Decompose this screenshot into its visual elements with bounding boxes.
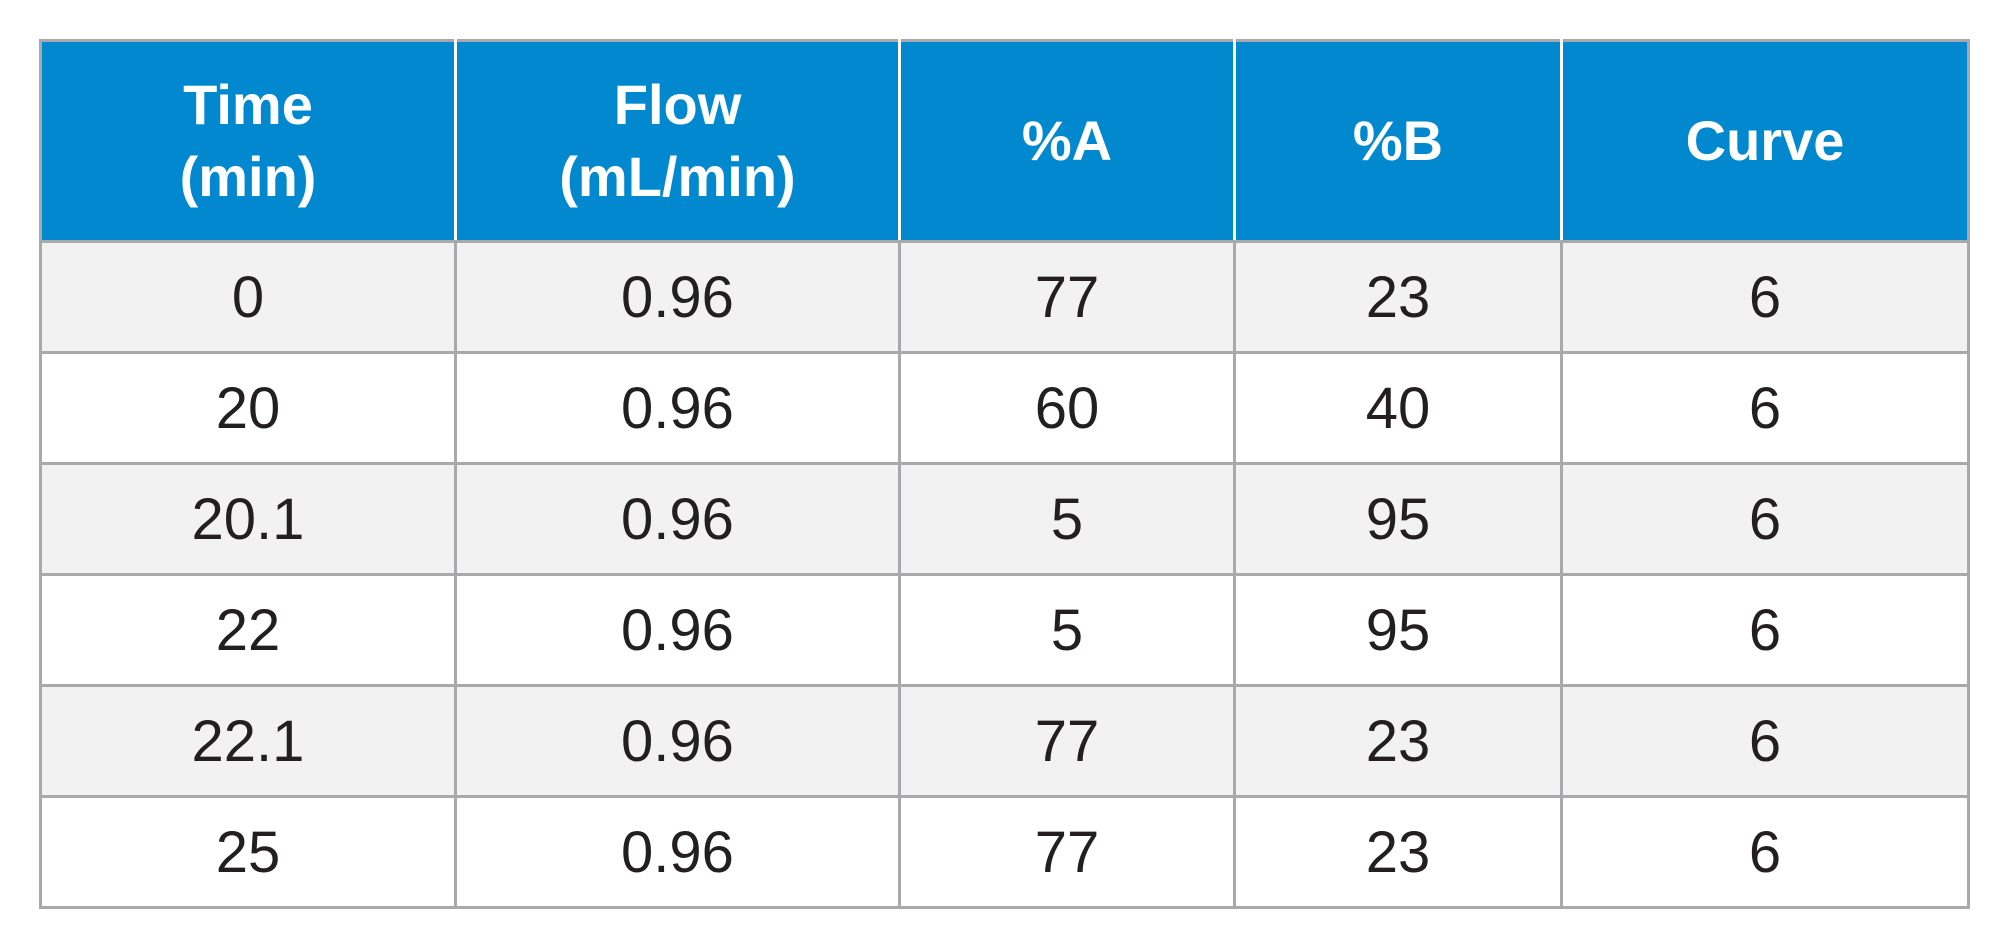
cell-curve: 6 (1560, 462, 1970, 576)
cell-time: 20 (39, 351, 457, 465)
header-percent-a: %A (898, 39, 1236, 243)
cell-percent-b: 23 (1233, 240, 1563, 354)
cell-time: 25 (39, 795, 457, 909)
table-row: 20.1 0.96 5 95 6 (39, 462, 1970, 576)
table-row: 0 0.96 77 23 6 (39, 240, 1970, 354)
cell-percent-b: 40 (1233, 351, 1563, 465)
cell-flow: 0.96 (454, 573, 901, 687)
header-percent-a-label: %A (1021, 109, 1113, 172)
cell-curve: 6 (1560, 795, 1970, 909)
cell-time: 20.1 (39, 462, 457, 576)
cell-percent-a: 77 (898, 795, 1236, 909)
table-row: 22 0.96 5 95 6 (39, 573, 1970, 687)
header-time: Time (min) (39, 39, 457, 243)
cell-time: 22 (39, 573, 457, 687)
cell-flow: 0.96 (454, 684, 901, 798)
cell-percent-a: 5 (898, 462, 1236, 576)
table-body: 0 0.96 77 23 6 20 0.96 60 40 6 20.1 0.96… (39, 240, 1970, 909)
table-header: Time (min) Flow (mL/min) %A %B Curve (39, 39, 1970, 243)
gradient-table: Time (min) Flow (mL/min) %A %B Curve 0 0… (39, 39, 1970, 909)
cell-flow: 0.96 (454, 351, 901, 465)
cell-curve: 6 (1560, 240, 1970, 354)
table-row: 22.1 0.96 77 23 6 (39, 684, 1970, 798)
header-time-unit: (min) (179, 145, 317, 208)
cell-flow: 0.96 (454, 240, 901, 354)
cell-time: 0 (39, 240, 457, 354)
cell-flow: 0.96 (454, 462, 901, 576)
cell-percent-b: 95 (1233, 573, 1563, 687)
header-flow-unit: (mL/min) (559, 145, 796, 208)
cell-flow: 0.96 (454, 795, 901, 909)
header-curve: Curve (1560, 39, 1970, 243)
header-percent-b-label: %B (1352, 109, 1444, 172)
cell-time: 22.1 (39, 684, 457, 798)
header-row: Time (min) Flow (mL/min) %A %B Curve (39, 39, 1970, 243)
header-curve-label: Curve (1685, 109, 1845, 172)
cell-percent-a: 60 (898, 351, 1236, 465)
header-percent-b: %B (1233, 39, 1563, 243)
cell-percent-a: 5 (898, 573, 1236, 687)
cell-curve: 6 (1560, 684, 1970, 798)
table-row: 20 0.96 60 40 6 (39, 351, 1970, 465)
cell-curve: 6 (1560, 351, 1970, 465)
cell-percent-a: 77 (898, 684, 1236, 798)
cell-curve: 6 (1560, 573, 1970, 687)
cell-percent-b: 23 (1233, 795, 1563, 909)
cell-percent-b: 23 (1233, 684, 1563, 798)
header-time-label: Time (183, 73, 313, 136)
cell-percent-b: 95 (1233, 462, 1563, 576)
header-flow-label: Flow (613, 73, 742, 136)
header-flow: Flow (mL/min) (454, 39, 901, 243)
table-row: 25 0.96 77 23 6 (39, 795, 1970, 909)
cell-percent-a: 77 (898, 240, 1236, 354)
